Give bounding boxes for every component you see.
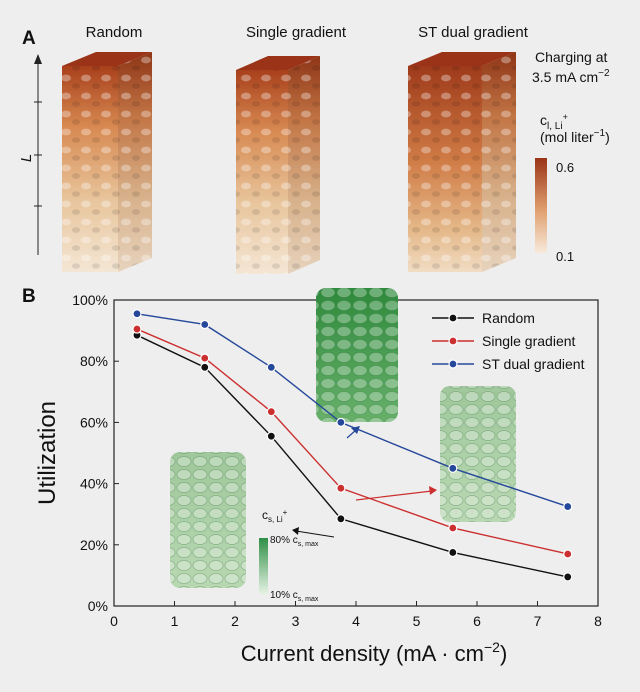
point-st-dual-gradient-5 — [563, 501, 573, 512]
x-tick-label-3: 3 — [292, 613, 300, 629]
inset-colorbar-low-label: 10% cs, max — [270, 590, 319, 603]
series-layer — [132, 309, 573, 582]
point-random-1 — [200, 362, 210, 372]
x-tick-label-4: 4 — [352, 613, 360, 629]
x-axis-label: Current density (mA · cm−2) — [241, 639, 508, 666]
x-tick-label-1: 1 — [171, 613, 179, 629]
y-axis: 0% 20% 40% 60% 80% 100% — [72, 292, 119, 614]
panel-a-label: A — [22, 28, 36, 49]
point-single-gradient-1 — [200, 353, 210, 363]
point-random-5 — [563, 572, 573, 582]
y-tick-label-0: 0% — [88, 598, 108, 614]
length-axis-label: L — [18, 154, 35, 162]
length-axis-arrow — [34, 54, 42, 255]
column-title-random: Random — [86, 24, 143, 41]
inset-colorbar — [259, 538, 268, 594]
charging-condition-line1: Charging at — [535, 49, 607, 65]
legend-marker-st-dual-gradient — [448, 359, 458, 369]
point-st-dual-gradient-4 — [448, 463, 458, 473]
y-tick-label-40: 40% — [80, 476, 108, 492]
point-st-dual-gradient-2 — [266, 362, 276, 372]
point-random-2 — [266, 431, 276, 441]
inset-colorbar-title: cs, Li+ — [262, 508, 288, 524]
x-tick-label-6: 6 — [473, 613, 481, 629]
point-single-gradient-0 — [132, 324, 142, 334]
colorbar-a — [535, 158, 547, 253]
y-tick-label-60: 60% — [80, 414, 108, 430]
electrode-column-random — [62, 52, 152, 272]
legend-label-single-gradient: Single gradient — [482, 333, 576, 349]
x-axis: 0 1 2 3 4 5 6 7 8 — [110, 601, 602, 629]
point-st-dual-gradient-3 — [336, 417, 346, 427]
legend-label-random: Random — [482, 310, 535, 326]
charging-condition-line2: 3.5 mA cm−2 — [532, 68, 610, 85]
point-random-4 — [448, 547, 458, 558]
y-tick-label-100: 100% — [72, 292, 108, 308]
legend-marker-single-gradient — [448, 336, 458, 346]
x-tick-label-7: 7 — [534, 613, 542, 629]
inset-particles-st-dual-gradient — [316, 288, 398, 422]
colorbar-a-min-label: 0.1 — [556, 249, 574, 264]
callout-arrow-random — [292, 527, 335, 538]
y-axis-label: Utilization — [34, 401, 61, 505]
y-tick-label-20: 20% — [80, 537, 108, 553]
x-tick-label-2: 2 — [231, 613, 239, 629]
point-single-gradient-2 — [266, 407, 276, 417]
series-line-st-dual-gradient — [136, 313, 568, 508]
x-tick-label-5: 5 — [413, 613, 421, 629]
point-single-gradient-5 — [563, 549, 573, 559]
point-random-3 — [336, 514, 346, 524]
series-line-single-gradient — [136, 328, 568, 555]
point-single-gradient-3 — [336, 483, 346, 493]
colorbar-a-max-label: 0.6 — [556, 160, 574, 175]
inset-particles-random — [170, 452, 246, 588]
point-st-dual-gradient-0 — [132, 309, 142, 319]
inset-particles-single-gradient — [440, 386, 516, 522]
y-tick-label-80: 80% — [80, 353, 108, 369]
point-single-gradient-4 — [448, 523, 458, 533]
electrode-column-single-gradient — [236, 56, 320, 274]
colorbar-a-unit: (mol liter−1) — [540, 128, 610, 145]
panel-b-label: B — [22, 286, 36, 307]
column-title-single-gradient: Single gradient — [246, 24, 347, 41]
colorbar-a-title: cl, Li+ — [540, 112, 568, 132]
legend: Random Single gradient ST dual gradient — [432, 310, 585, 372]
point-st-dual-gradient-1 — [200, 319, 210, 330]
column-title-st-dual-gradient: ST dual gradient — [418, 24, 529, 41]
series-line-random — [136, 334, 568, 578]
legend-label-st-dual-gradient: ST dual gradient — [482, 356, 585, 372]
electrode-column-st-dual-gradient — [408, 52, 516, 272]
legend-marker-random — [448, 313, 458, 323]
inset-colorbar-high-label: 80% cs, max — [270, 535, 319, 548]
x-tick-label-0: 0 — [110, 613, 118, 629]
x-tick-label-8: 8 — [594, 613, 602, 629]
